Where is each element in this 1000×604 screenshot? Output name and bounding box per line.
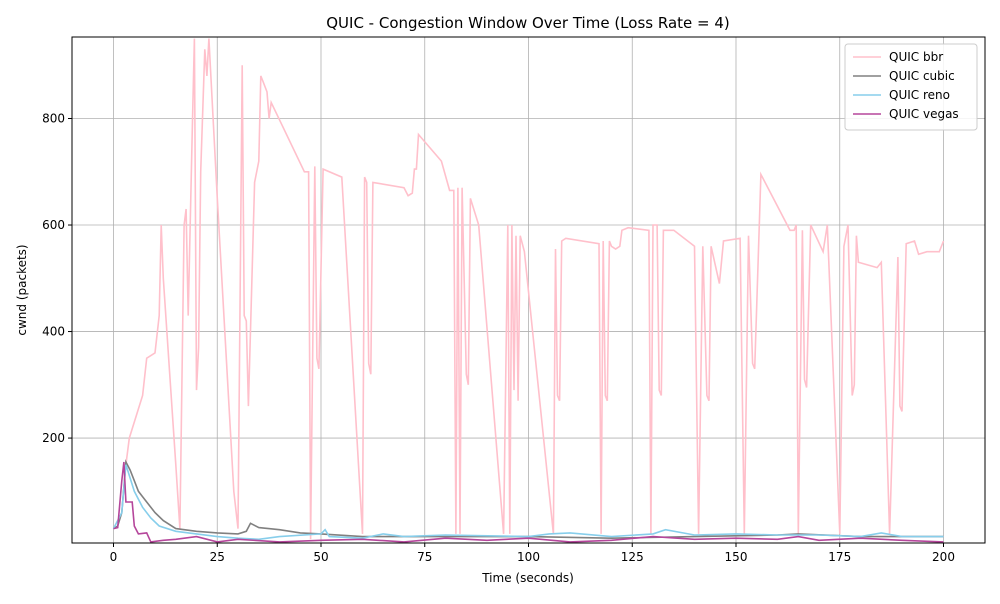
plot-frame [71, 36, 986, 544]
legend-box [844, 43, 978, 131]
x-tick-label: 125 [621, 550, 644, 564]
series-line [112, 464, 944, 541]
series-line [125, 38, 945, 540]
x-tick-label: 150 [725, 550, 748, 564]
x-tick-label: 0 [110, 550, 118, 564]
x-tick-label: 100 [517, 550, 540, 564]
x-tick-label: 75 [417, 550, 432, 564]
series-line [113, 459, 944, 540]
x-tick-label: 50 [313, 550, 328, 564]
x-tick-label: 175 [828, 550, 851, 564]
x-tick-label: 200 [932, 550, 955, 564]
legend-label: QUIC reno [889, 88, 950, 102]
y-axis-label: cwnd (packets) [15, 244, 29, 335]
x-tick-label: 25 [210, 550, 225, 564]
legend-label: QUIC vegas [889, 107, 959, 121]
y-tick-label: 400 [42, 325, 65, 339]
x-axis-label: Time (seconds) [481, 571, 574, 585]
legend-label: QUIC cubic [889, 69, 955, 83]
y-tick-label: 200 [42, 431, 65, 445]
y-tick-label: 800 [42, 111, 65, 125]
legend-label: QUIC bbr [889, 50, 943, 64]
series-line [113, 461, 944, 543]
y-tick-label: 600 [42, 218, 65, 232]
chart-title: QUIC - Congestion Window Over Time (Loss… [326, 14, 730, 32]
